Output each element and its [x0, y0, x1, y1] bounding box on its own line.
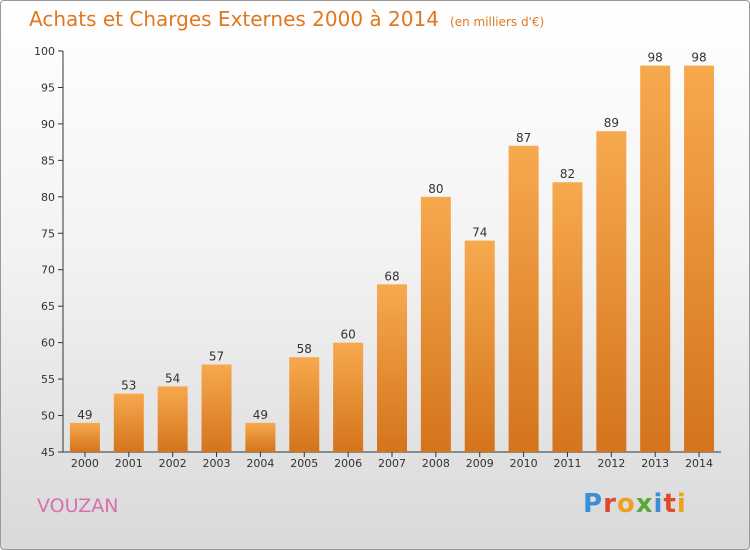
- bar-value-label: 87: [516, 131, 531, 145]
- x-tick-label: 2000: [71, 457, 99, 470]
- y-tick-label: 95: [41, 81, 55, 94]
- bar: [508, 145, 539, 453]
- bar: [113, 393, 144, 452]
- chart-labels: 49 53 54 57 49 58 60 68 80 74 87 82 89 98 98: [77, 51, 706, 422]
- x-tick-label: 2008: [422, 457, 450, 470]
- bar: [464, 240, 495, 452]
- bar: [245, 422, 276, 452]
- bar: [157, 386, 188, 452]
- y-tick-label: 55: [41, 373, 55, 386]
- bar: [684, 65, 715, 452]
- x-tick-label: 2004: [246, 457, 274, 470]
- x-tick-label: 2006: [334, 457, 362, 470]
- y-tick-label: 90: [41, 118, 55, 131]
- proxiti-logo[interactable]: Proxiti: [583, 489, 687, 519]
- x-tick-label: 2009: [466, 457, 494, 470]
- y-tick-label: 45: [41, 446, 55, 459]
- y-tick-label: 65: [41, 300, 55, 313]
- bar: [640, 65, 671, 452]
- bar-value-label: 49: [77, 408, 92, 422]
- y-tick-label: 70: [41, 264, 55, 277]
- x-tick-label: 2005: [290, 457, 318, 470]
- x-tick-label: 2012: [597, 457, 625, 470]
- y-tick-label: 100: [34, 45, 55, 58]
- x-tick-label: 2001: [115, 457, 143, 470]
- bar-value-label: 98: [691, 51, 706, 65]
- bar: [377, 284, 407, 452]
- x-tick-label: 2007: [378, 457, 406, 470]
- bar-value-label: 89: [604, 116, 619, 130]
- bar: [420, 196, 451, 452]
- chart-subtitle: (en milliers d'€): [450, 15, 545, 29]
- bar-value-label: 74: [472, 226, 487, 240]
- bar-value-label: 80: [428, 182, 443, 196]
- bar: [552, 182, 583, 452]
- bar-value-label: 58: [297, 342, 312, 356]
- chart-title-block: Achats et Charges Externes 2000 à 2014 (…: [29, 7, 544, 31]
- bar: [333, 342, 364, 452]
- x-tick-label: 2010: [510, 457, 538, 470]
- bar: [596, 131, 627, 452]
- bar: [69, 422, 100, 452]
- chart-title: Achats et Charges Externes 2000 à 2014: [29, 7, 439, 31]
- bar-value-label: 98: [648, 51, 663, 65]
- y-tick-label: 80: [41, 191, 55, 204]
- chart-bars: [69, 65, 715, 453]
- y-tick-label: 75: [41, 227, 55, 240]
- bar-value-label: 54: [165, 371, 180, 385]
- bar-value-label: 57: [209, 350, 224, 364]
- y-tick-label: 50: [41, 410, 55, 423]
- x-tick-label: 2002: [159, 457, 187, 470]
- bar: [201, 364, 232, 452]
- x-tick-label: 2003: [203, 457, 231, 470]
- x-tick-label: 2011: [553, 457, 581, 470]
- bar-value-label: 60: [340, 328, 355, 342]
- y-tick-label: 85: [41, 154, 55, 167]
- bar-value-label: 49: [253, 408, 268, 422]
- bar-value-label: 82: [560, 167, 575, 181]
- bar-value-label: 53: [121, 379, 136, 393]
- bar: [289, 357, 320, 452]
- y-tick-label: 60: [41, 337, 55, 350]
- x-tick-label: 2013: [641, 457, 669, 470]
- x-tick-label: 2014: [685, 457, 713, 470]
- bar-value-label: 68: [384, 269, 399, 283]
- commune-name: VOUZAN: [37, 495, 119, 517]
- chart-axes: 45 50 55 60 65 70 75 80 85 90 95 100 2000 2001 2002 200…: [34, 45, 721, 470]
